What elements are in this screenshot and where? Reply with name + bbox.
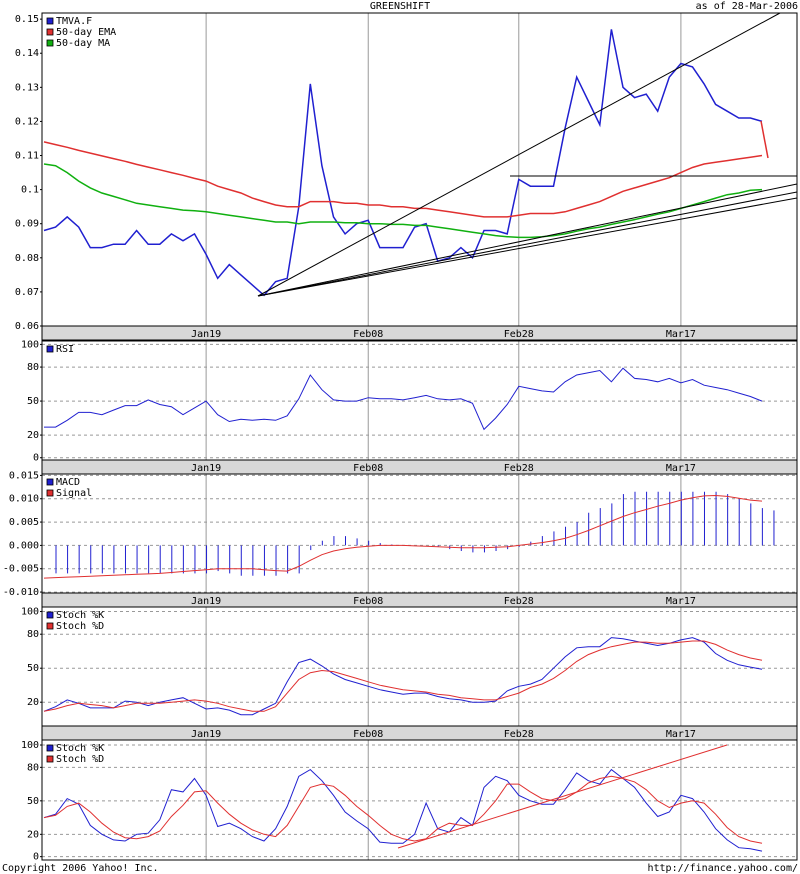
- x-tick-label: Mar17: [666, 596, 696, 607]
- source-url: http://finance.yahoo.com/: [647, 863, 798, 874]
- y-tick-label: 80: [27, 762, 39, 773]
- plot-frame: [41, 739, 798, 861]
- legend-label: Stoch %K: [56, 743, 104, 754]
- series-line: [43, 640, 763, 712]
- x-tick-label: Feb08: [353, 596, 383, 607]
- y-tick-label: 0.12: [15, 116, 39, 127]
- y-tick-label: 100: [21, 339, 39, 350]
- y-tick-label: 100: [21, 607, 39, 618]
- as-of-date: as of 28-Mar-2006: [696, 1, 798, 12]
- y-tick-label: 20: [27, 430, 39, 441]
- legend-swatch: [46, 345, 54, 353]
- series-line: [43, 29, 763, 297]
- legend-swatch: [46, 489, 54, 497]
- y-tick-label: 20: [27, 697, 39, 708]
- x-tick-label: Mar17: [666, 463, 696, 474]
- y-tick-label: 80: [27, 362, 39, 373]
- legend-swatch: [46, 755, 54, 763]
- y-tick-label: -0.005: [3, 564, 39, 575]
- series-line: [43, 141, 763, 218]
- y-tick-label: 0.13: [15, 82, 39, 93]
- y-tick-label: 0.010: [9, 494, 39, 505]
- y-tick-label: 50: [27, 663, 39, 674]
- plot-frame: [41, 12, 798, 327]
- y-tick-label: 0.000: [9, 540, 39, 551]
- x-tick-label: Feb28: [504, 463, 534, 474]
- series-line: [43, 768, 763, 852]
- x-tick-label: Feb28: [504, 596, 534, 607]
- plot-area: [42, 607, 797, 726]
- legend-swatch: [46, 28, 54, 36]
- legend-label: 50-day EMA: [56, 27, 116, 38]
- trendline: [257, 191, 798, 297]
- x-tick-label: Jan19: [191, 329, 221, 340]
- y-tick-label: 80: [27, 629, 39, 640]
- legend-label: Signal: [56, 488, 92, 499]
- legend-swatch: [46, 17, 54, 25]
- y-tick-label: 50: [27, 796, 39, 807]
- legend-label: Stoch %K: [56, 610, 104, 621]
- legend-swatch: [46, 611, 54, 619]
- trendline: [257, 12, 781, 297]
- y-tick-label: 0.07: [15, 287, 39, 298]
- x-tick-label: Feb08: [353, 729, 383, 740]
- y-tick-label: 0.15: [15, 14, 39, 25]
- legend-swatch: [46, 744, 54, 752]
- x-tick-label: Feb08: [353, 329, 383, 340]
- y-tick-label: 0.06: [15, 321, 39, 332]
- x-tick-label: Feb08: [353, 463, 383, 474]
- y-tick-label: 100: [21, 740, 39, 751]
- legend-swatch: [46, 478, 54, 486]
- y-tick-label: -0.010: [3, 587, 39, 598]
- y-tick-label: 20: [27, 829, 39, 840]
- y-tick-label: 0.14: [15, 48, 39, 59]
- y-tick-label: 0.005: [9, 517, 39, 528]
- series-line: [43, 163, 763, 239]
- x-tick-label: Mar17: [666, 329, 696, 340]
- plot-area: [42, 740, 797, 860]
- y-tick-label: 0: [33, 852, 39, 863]
- y-tick-label: 0: [33, 453, 39, 464]
- x-tick-label: Jan19: [191, 729, 221, 740]
- x-tick-label: Jan19: [191, 596, 221, 607]
- x-tick-label: Feb28: [504, 329, 534, 340]
- legend-swatch: [46, 39, 54, 47]
- legend-label: Stoch %D: [56, 754, 104, 765]
- y-tick-label: 0.09: [15, 219, 39, 230]
- trendline: [397, 744, 728, 849]
- plot-area: [42, 341, 797, 460]
- legend-label: TMVA.F: [56, 16, 92, 27]
- y-tick-label: 0.08: [15, 253, 39, 264]
- legend-swatch: [46, 622, 54, 630]
- plot-frame: [41, 340, 798, 461]
- y-tick-label: 50: [27, 396, 39, 407]
- legend-label: MACD: [56, 477, 80, 488]
- trendline: [257, 183, 798, 297]
- price-tail: [760, 120, 769, 159]
- plot-area: [42, 474, 797, 593]
- plot-frame: [41, 473, 798, 594]
- legend-label: Stoch %D: [56, 621, 104, 632]
- legend-label: RSI: [56, 344, 74, 355]
- series-line: [44, 367, 763, 431]
- series-line: [43, 775, 763, 844]
- x-tick-label: Mar17: [666, 729, 696, 740]
- chart-title: GREENSHIFT: [370, 1, 430, 12]
- plot-area: [42, 13, 797, 326]
- y-tick-label: 0.015: [9, 470, 39, 481]
- y-tick-label: 0.11: [15, 151, 39, 162]
- x-tick-label: Feb28: [504, 729, 534, 740]
- plot-frame: [41, 606, 798, 727]
- copyright: Copyright 2006 Yahoo! Inc.: [2, 863, 159, 874]
- trendline: [257, 197, 798, 297]
- y-tick-label: 0.1: [21, 185, 39, 196]
- trendlines: [257, 12, 798, 849]
- series-line: [43, 494, 763, 579]
- x-tick-label: Jan19: [191, 463, 221, 474]
- legend-label: 50-day MA: [56, 38, 110, 49]
